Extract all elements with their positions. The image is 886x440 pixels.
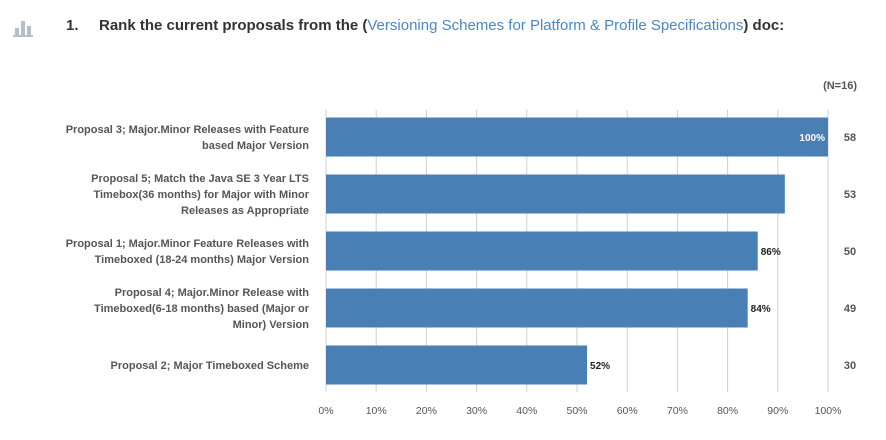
category-label: Proposal 2; Major Timeboxed Scheme: [111, 360, 309, 372]
category-label: Timebox(36 months) for Major with Minor: [93, 189, 309, 201]
bar: [326, 289, 748, 328]
category-label: Proposal 1; Major.Minor Feature Releases…: [66, 238, 310, 250]
category-label: Timeboxed(6-18 months) based (Major or: [94, 303, 310, 315]
x-tick-label: 40%: [516, 405, 537, 417]
bar-value-label: 52%: [590, 361, 610, 372]
bar: [326, 232, 758, 271]
x-tick-label: 100%: [815, 405, 842, 417]
category-label: Proposal 5; Match the Java SE 3 Year LTS: [91, 173, 309, 185]
x-tick-label: 90%: [767, 405, 788, 417]
x-tick-label: 0%: [318, 405, 333, 417]
response-count: 49: [844, 303, 856, 315]
bar-value-label: 100%: [799, 133, 825, 144]
response-count: 30: [844, 360, 856, 372]
bar-value-label: 84%: [751, 304, 771, 315]
n-label: (N=16): [823, 80, 857, 92]
response-count: 50: [844, 246, 856, 258]
bar: [326, 175, 785, 214]
category-label: based Major Version: [202, 140, 309, 152]
x-tick-label: 10%: [366, 405, 387, 417]
category-label: Releases as Appropriate: [181, 205, 309, 217]
response-count: 53: [844, 189, 856, 201]
bar: [326, 346, 587, 385]
response-count: 58: [844, 132, 856, 144]
x-tick-label: 60%: [617, 405, 638, 417]
category-label: Proposal 3; Major.Minor Releases with Fe…: [66, 124, 309, 136]
category-label: Minor) Version: [233, 319, 310, 331]
bar-value-label: 86%: [761, 247, 781, 258]
category-label: Proposal 4; Major.Minor Release with: [115, 287, 310, 299]
x-tick-label: 80%: [717, 405, 738, 417]
bar: [326, 118, 828, 157]
x-tick-label: 50%: [566, 405, 587, 417]
x-tick-label: 70%: [667, 405, 688, 417]
x-tick-label: 20%: [416, 405, 437, 417]
x-tick-label: 30%: [466, 405, 487, 417]
category-label: Timeboxed (18-24 months) Major Version: [95, 254, 310, 266]
